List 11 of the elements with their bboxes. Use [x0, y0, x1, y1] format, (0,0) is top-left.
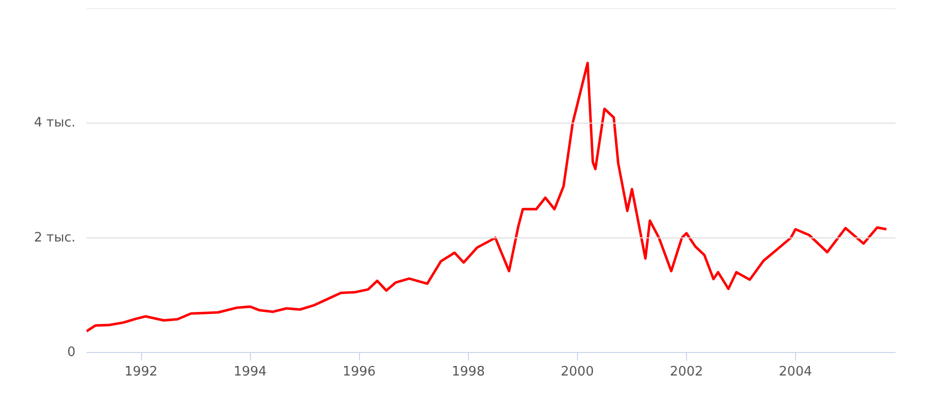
line-series: [86, 62, 888, 333]
x-tick-label: 1992: [124, 364, 158, 380]
x-tick-label: 1996: [342, 364, 376, 380]
y-tick-label: 4 тыс.: [34, 116, 76, 131]
x-tick-label: 1998: [452, 364, 485, 380]
x-tick-label: 1994: [234, 364, 267, 380]
y-tick-label: 0: [67, 345, 76, 360]
x-tick-label: 2002: [670, 364, 704, 380]
x-tick-label: 2000: [560, 364, 594, 380]
x-tick-label: 2004: [778, 364, 812, 380]
y-tick-label: 2 тыс.: [34, 230, 76, 246]
